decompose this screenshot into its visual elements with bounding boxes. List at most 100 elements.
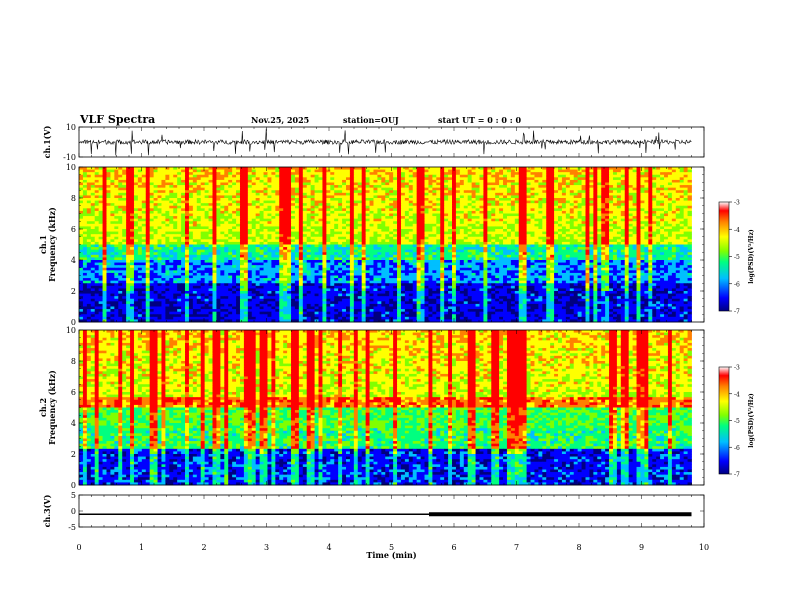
- spec-cell: [196, 231, 202, 235]
- spec-cell: [510, 229, 516, 232]
- spec-cell: [232, 190, 237, 194]
- spec-cell: [310, 218, 315, 222]
- spec-cell: [408, 239, 414, 243]
- spec-cell: [506, 169, 512, 173]
- spec-cell: [569, 226, 575, 230]
- spec-cell: [173, 221, 178, 225]
- spec-cell: [94, 169, 100, 173]
- spec-cell: [479, 208, 484, 212]
- spec-cell: [118, 223, 123, 227]
- spec-cell: [475, 192, 480, 196]
- spec-cell: [259, 208, 264, 212]
- spec-cell: [349, 174, 355, 178]
- spec-cell: [656, 190, 661, 194]
- spec-cell: [137, 182, 143, 186]
- spec-cell: [432, 221, 437, 225]
- spec-cell: [149, 179, 154, 183]
- spec-cell: [397, 195, 402, 199]
- spec-cell: [173, 208, 178, 212]
- spec-cell: [79, 177, 84, 181]
- spec-cell: [620, 205, 626, 209]
- spec-cell: [114, 208, 119, 212]
- spec-cell: [632, 187, 637, 191]
- spec-cell: [291, 187, 296, 191]
- spec-cell: [612, 187, 618, 191]
- spec-cell: [518, 190, 524, 194]
- spec-cell: [597, 239, 602, 243]
- spec-cell: [188, 247, 194, 251]
- spec-cell: [118, 198, 123, 201]
- spec-cell: [675, 213, 681, 217]
- spec-cell: [322, 210, 327, 214]
- spec-cell: [667, 205, 673, 209]
- spec-cell: [157, 169, 162, 173]
- spec-cell: [326, 208, 331, 212]
- spec-cell: [514, 247, 520, 251]
- spec-cell: [177, 210, 182, 214]
- spec-cell: [310, 247, 315, 251]
- spec-cell: [188, 229, 194, 232]
- spec-cell: [550, 167, 555, 170]
- spec-cell: [664, 226, 669, 230]
- spec-cell: [467, 195, 473, 199]
- spec-cell: [161, 229, 166, 232]
- spec-cell: [291, 169, 296, 173]
- spec-cell: [322, 231, 327, 235]
- spec-cell: [90, 239, 96, 243]
- spec-cell: [345, 182, 351, 186]
- spec-cell: [565, 236, 571, 240]
- spec-cell: [130, 221, 135, 225]
- spec-cell: [239, 247, 245, 251]
- spec-cell: [416, 210, 421, 214]
- spec-cell: [149, 198, 154, 201]
- spec-cell: [400, 241, 406, 245]
- spec-cell: [314, 221, 319, 225]
- spec-cell: [377, 190, 382, 194]
- spec-cell: [424, 187, 429, 191]
- spec-cell: [408, 200, 414, 204]
- spec-cell: [330, 231, 335, 235]
- spec-cell: [546, 190, 551, 194]
- spec-cell: [612, 172, 618, 176]
- spec-cell: [522, 234, 527, 238]
- spec-cell: [353, 244, 359, 248]
- spec-cell: [416, 239, 421, 243]
- spec-cell: [271, 198, 276, 201]
- spec-cell: [424, 205, 429, 209]
- spec-cell: [558, 185, 563, 189]
- spec-cell: [440, 174, 445, 178]
- spec-cell: [357, 226, 363, 230]
- spec-cell: [664, 192, 669, 196]
- spec-cell: [648, 218, 653, 222]
- spec-cell: [448, 187, 453, 191]
- spec-cell: [322, 208, 327, 212]
- spec-cell: [212, 179, 217, 183]
- spec-cell: [636, 187, 641, 191]
- spec-cell: [291, 234, 296, 238]
- spec-cell: [279, 198, 284, 201]
- spec-cell: [302, 223, 308, 227]
- spec-cell: [510, 226, 516, 230]
- spec-cell: [373, 187, 378, 191]
- spec-cell: [573, 200, 579, 204]
- spec-cell: [597, 216, 602, 220]
- spec-cell: [585, 177, 590, 181]
- spec-cell: [483, 185, 488, 189]
- spec-cell: [644, 208, 649, 212]
- spec-cell: [664, 241, 669, 245]
- spec-cell: [212, 172, 217, 176]
- spec-cell: [381, 177, 386, 181]
- spec-cell: [353, 241, 359, 245]
- spec-cell: [188, 210, 194, 214]
- spec-cell: [130, 241, 135, 245]
- spec-cell: [538, 192, 543, 196]
- spec-cell: [330, 221, 335, 225]
- spec-cell: [428, 247, 433, 251]
- spec-cell: [428, 223, 433, 227]
- spec-cell: [597, 187, 602, 191]
- spec-cell: [133, 172, 139, 176]
- spec-cell: [632, 174, 637, 178]
- spec-cell: [251, 182, 257, 186]
- spec-cell: [275, 179, 280, 183]
- spec-cell: [483, 182, 488, 186]
